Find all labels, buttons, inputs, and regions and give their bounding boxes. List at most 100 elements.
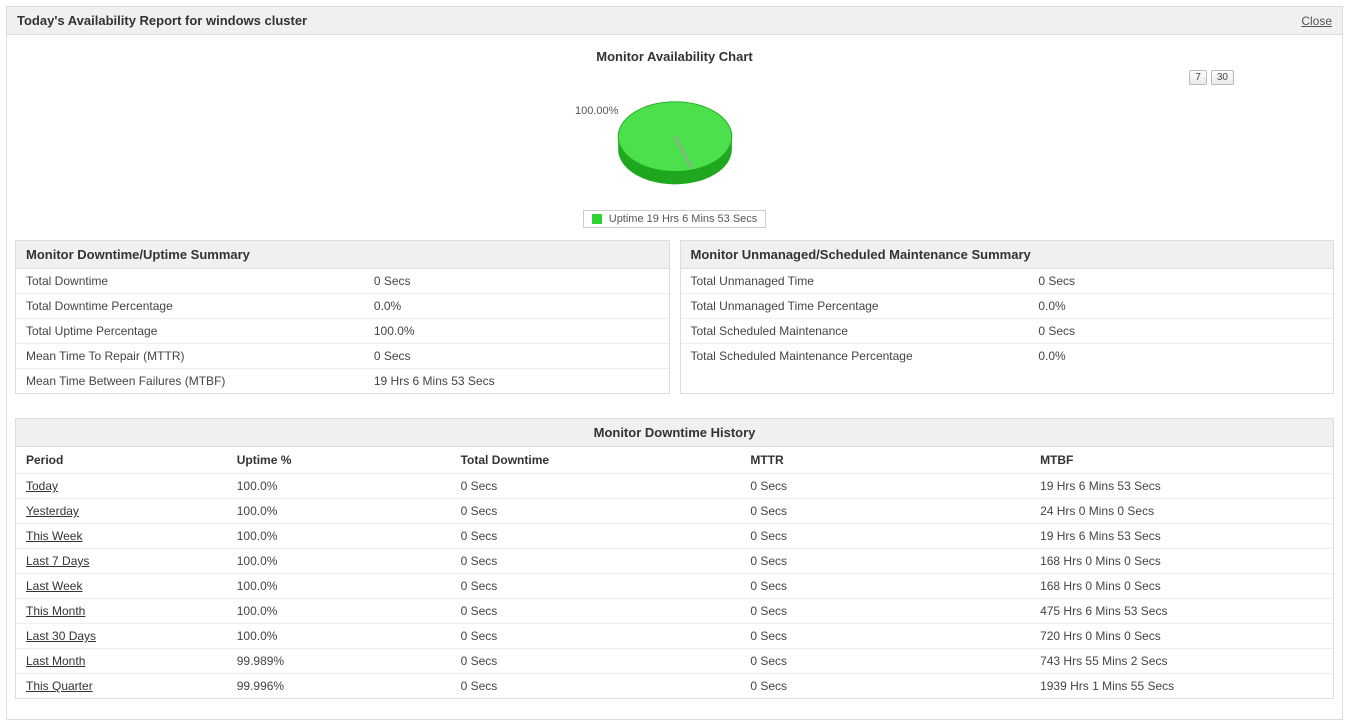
history-downtime-cell: 0 Secs [451,549,741,574]
maintenance-summary-row: Total Scheduled Maintenance0 Secs [681,319,1334,344]
downtime-summary-row: Total Downtime Percentage0.0% [16,294,669,319]
downtime-summary-value: 100.0% [374,324,659,338]
availability-chart: 100.00% Uptime 19 Hrs 6 Mins 53 Secs [15,89,1334,228]
history-mtbf-cell: 24 Hrs 0 Mins 0 Secs [1030,499,1333,524]
history-mtbf-cell: 168 Hrs 0 Mins 0 Secs [1030,574,1333,599]
history-period-link[interactable]: Yesterday [26,504,79,518]
table-row: This Quarter99.996%0 Secs0 Secs1939 Hrs … [16,674,1333,699]
downtime-summary-row: Mean Time To Repair (MTTR)0 Secs [16,344,669,369]
report-body: Monitor Availability Chart 7 30 100.00% … [6,35,1343,720]
history-uptime-cell: 100.0% [227,624,451,649]
period-30-button[interactable]: 30 [1211,70,1234,85]
table-row: Last Month99.989%0 Secs0 Secs743 Hrs 55 … [16,649,1333,674]
history-mtbf-cell: 720 Hrs 0 Mins 0 Secs [1030,624,1333,649]
history-period-link[interactable]: Last Week [26,579,82,593]
history-mtbf-cell: 168 Hrs 0 Mins 0 Secs [1030,549,1333,574]
downtime-history-table: PeriodUptime %Total DowntimeMTTRMTBF Tod… [16,447,1333,698]
chart-title: Monitor Availability Chart [15,49,1334,64]
history-mtbf-cell: 19 Hrs 6 Mins 53 Secs [1030,524,1333,549]
history-period-link[interactable]: Last Month [26,654,85,668]
table-row: This Week100.0%0 Secs0 Secs19 Hrs 6 Mins… [16,524,1333,549]
table-row: This Month100.0%0 Secs0 Secs475 Hrs 6 Mi… [16,599,1333,624]
legend-swatch-icon [592,214,602,224]
history-period-link[interactable]: This Month [26,604,85,618]
table-row: Last Week100.0%0 Secs0 Secs168 Hrs 0 Min… [16,574,1333,599]
history-downtime-cell: 0 Secs [451,474,741,499]
report-title: Today's Availability Report for windows … [17,13,307,28]
history-uptime-cell: 100.0% [227,599,451,624]
table-row: Last 7 Days100.0%0 Secs0 Secs168 Hrs 0 M… [16,549,1333,574]
history-uptime-cell: 100.0% [227,574,451,599]
downtime-summary-label: Total Downtime [26,274,374,288]
maintenance-summary-label: Total Unmanaged Time [691,274,1039,288]
maintenance-summary-value: 0 Secs [1038,324,1323,338]
downtime-summary-label: Total Uptime Percentage [26,324,374,338]
report-header: Today's Availability Report for windows … [6,6,1343,35]
history-uptime-cell: 99.996% [227,674,451,699]
period-7-button[interactable]: 7 [1189,70,1207,85]
maintenance-summary-panel: Monitor Unmanaged/Scheduled Maintenance … [680,240,1335,394]
history-downtime-cell: 0 Secs [451,574,741,599]
maintenance-summary-title: Monitor Unmanaged/Scheduled Maintenance … [681,241,1334,269]
history-period-link[interactable]: Last 7 Days [26,554,89,568]
downtime-summary-panel: Monitor Downtime/Uptime Summary Total Do… [15,240,670,394]
history-mttr-cell: 0 Secs [740,599,1030,624]
maintenance-summary-value: 0 Secs [1038,274,1323,288]
maintenance-summary-value: 0.0% [1038,299,1323,313]
downtime-history-panel: Monitor Downtime History PeriodUptime %T… [15,418,1334,699]
downtime-summary-label: Total Downtime Percentage [26,299,374,313]
table-row: Last 30 Days100.0%0 Secs0 Secs720 Hrs 0 … [16,624,1333,649]
maintenance-summary-label: Total Scheduled Maintenance Percentage [691,349,1039,363]
history-mttr-cell: 0 Secs [740,499,1030,524]
history-mttr-cell: 0 Secs [740,524,1030,549]
history-mtbf-cell: 1939 Hrs 1 Mins 55 Secs [1030,674,1333,699]
history-downtime-cell: 0 Secs [451,524,741,549]
history-period-link[interactable]: Last 30 Days [26,629,96,643]
pie-chart-icon [600,89,750,199]
legend-text: Uptime 19 Hrs 6 Mins 53 Secs [609,213,758,225]
history-mttr-cell: 0 Secs [740,674,1030,699]
history-downtime-cell: 0 Secs [451,674,741,699]
history-uptime-cell: 99.989% [227,649,451,674]
downtime-summary-title: Monitor Downtime/Uptime Summary [16,241,669,269]
maintenance-summary-row: Total Unmanaged Time0 Secs [681,269,1334,294]
close-link[interactable]: Close [1301,14,1332,28]
history-mtbf-cell: 19 Hrs 6 Mins 53 Secs [1030,474,1333,499]
history-uptime-cell: 100.0% [227,549,451,574]
history-column-header: Uptime % [227,447,451,474]
history-column-header: MTTR [740,447,1030,474]
history-mtbf-cell: 743 Hrs 55 Mins 2 Secs [1030,649,1333,674]
downtime-summary-value: 0 Secs [374,349,659,363]
history-mttr-cell: 0 Secs [740,574,1030,599]
period-button-group: 7 30 [15,70,1334,85]
downtime-summary-value: 0 Secs [374,274,659,288]
downtime-history-title: Monitor Downtime History [16,419,1333,447]
history-downtime-cell: 0 Secs [451,649,741,674]
maintenance-summary-row: Total Scheduled Maintenance Percentage0.… [681,344,1334,368]
history-period-link[interactable]: Today [26,479,58,493]
downtime-summary-label: Mean Time Between Failures (MTBF) [26,374,374,388]
history-mttr-cell: 0 Secs [740,474,1030,499]
table-row: Yesterday100.0%0 Secs0 Secs24 Hrs 0 Mins… [16,499,1333,524]
maintenance-summary-row: Total Unmanaged Time Percentage0.0% [681,294,1334,319]
history-mtbf-cell: 475 Hrs 6 Mins 53 Secs [1030,599,1333,624]
summary-row: Monitor Downtime/Uptime Summary Total Do… [15,240,1334,394]
downtime-summary-value: 19 Hrs 6 Mins 53 Secs [374,374,659,388]
history-mttr-cell: 0 Secs [740,549,1030,574]
downtime-summary-label: Mean Time To Repair (MTTR) [26,349,374,363]
history-period-link[interactable]: This Quarter [26,679,93,693]
history-column-header: Total Downtime [451,447,741,474]
history-downtime-cell: 0 Secs [451,624,741,649]
maintenance-summary-value: 0.0% [1038,349,1323,363]
downtime-summary-row: Total Downtime0 Secs [16,269,669,294]
history-uptime-cell: 100.0% [227,524,451,549]
history-mttr-cell: 0 Secs [740,624,1030,649]
history-column-header: MTBF [1030,447,1333,474]
table-row: Today100.0%0 Secs0 Secs19 Hrs 6 Mins 53 … [16,474,1333,499]
downtime-summary-value: 0.0% [374,299,659,313]
history-period-link[interactable]: This Week [26,529,82,543]
chart-legend: Uptime 19 Hrs 6 Mins 53 Secs [583,210,767,228]
maintenance-summary-label: Total Scheduled Maintenance [691,324,1039,338]
downtime-summary-row: Mean Time Between Failures (MTBF)19 Hrs … [16,369,669,393]
history-uptime-cell: 100.0% [227,499,451,524]
